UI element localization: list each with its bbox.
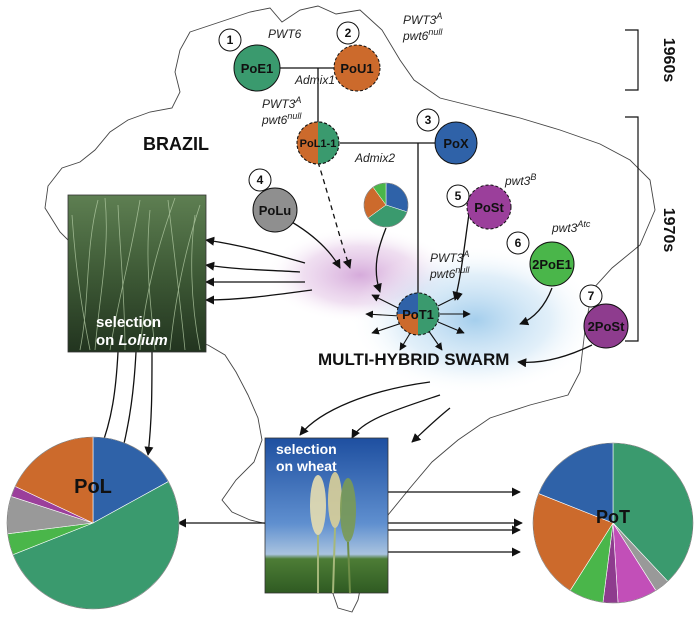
node-pot1-orange-part (397, 314, 418, 335)
node-polu-circle (252, 187, 298, 233)
lolium-caption-line1: selection (96, 314, 161, 331)
blue-swarm-cloud (350, 245, 600, 395)
pot-label: PoT (596, 507, 630, 527)
lineage-lines (98, 67, 593, 557)
node-poe1-genes: PWT6 (268, 27, 302, 41)
pol-pie-outline (6, 436, 180, 610)
pot-pie (532, 442, 694, 604)
node-2post-number-circle (579, 284, 603, 308)
node-pou1-gene-b: pwt6null (402, 27, 443, 43)
node-pol1-1-label: PoL1-1 (300, 138, 337, 150)
node-2poe1-number: 6 (515, 236, 522, 250)
pol-pie (6, 436, 180, 610)
node-poe1-label: PoE1 (241, 61, 274, 76)
pol-label: PoL (74, 476, 112, 498)
node-post-number-circle (446, 184, 470, 208)
wheat-caption-line1: selection (276, 441, 337, 457)
grass-blades (71, 197, 201, 351)
node-pou1-circle (333, 44, 381, 92)
label-1970s: 1970s (660, 208, 677, 253)
node-admix2-pie (363, 182, 409, 228)
node-2poe1-circle (529, 241, 575, 287)
node-2poe1-number-circle (506, 231, 530, 255)
node-poe1-circle (233, 44, 281, 92)
label-1960s: 1960s (660, 38, 677, 83)
node-2post-number: 7 (588, 289, 595, 303)
node-pot1-gene-b: pwt6null (429, 265, 470, 281)
node-post-label: PoSt (474, 200, 504, 215)
node-post-circle (466, 184, 512, 230)
admix1-label: Admix1 (294, 73, 335, 87)
node-pol1-1-outline (296, 121, 340, 165)
node-pot1-outline (396, 292, 440, 336)
node-2poe1-label: 2PoE1 (532, 257, 572, 272)
node-post-number: 5 (455, 189, 462, 203)
node-pol1-1: PoL1-1 PWT3A pwt6null (261, 95, 340, 165)
node-2post-label: 2PoSt (588, 319, 626, 334)
node-pou1-number-circle (336, 21, 360, 45)
admix2-label: Admix2 (354, 151, 395, 165)
admix2-pie-outline (363, 182, 409, 228)
node-2poe1: 2PoE1 6 pwt3Atc (506, 219, 591, 287)
node-polu: PoLu 4 (248, 168, 298, 233)
wheat-caption-line2: on wheat (276, 458, 337, 474)
node-pox-number: 3 (425, 113, 432, 127)
node-post-gene: pwt3B (504, 172, 536, 188)
bracket-1970s (625, 116, 639, 342)
node-poe1-number: 1 (227, 33, 234, 47)
pot-pie-outline (532, 442, 694, 604)
node-pol1-1-gene-a: PWT3A (262, 95, 301, 111)
node-pox-circle (434, 121, 478, 165)
node-pox-label: PoX (443, 136, 469, 151)
lolium-photo: selection on Lolium (67, 194, 207, 353)
node-pox-number-circle (416, 108, 440, 132)
node-pot1-label: PoT1 (402, 307, 434, 322)
node-pol1-1-orange-half (297, 122, 318, 164)
country-label: BRAZIL (143, 134, 209, 154)
node-pot1-blue-part (397, 293, 418, 314)
wheat-photo: selection on wheat (264, 437, 389, 594)
node-polu-number: 4 (257, 173, 264, 187)
node-2post-circle (583, 303, 629, 349)
node-pox: PoX 3 (416, 108, 478, 165)
node-poe1-number-circle (218, 28, 242, 52)
node-2poe1-gene: pwt3Atc (551, 219, 591, 235)
node-pou1: PoU1 2 PWT3A pwt6null (333, 11, 443, 92)
node-poe1: PoE1 1 PWT6 (218, 27, 302, 92)
node-pou1-gene-a: PWT3A (403, 11, 442, 27)
node-pou1-label: PoU1 (340, 61, 373, 76)
node-2post: 2PoSt 7 (579, 284, 629, 349)
bracket-1960s (625, 29, 639, 91)
node-pot1: PoT1 PWT3A pwt6null (396, 249, 470, 336)
swarm-label: MULTI-HYBRID SWARM (318, 350, 509, 369)
lolium-caption-line2: on Lolium (96, 332, 168, 349)
node-pou1-number: 2 (345, 26, 352, 40)
node-post: PoSt 5 pwt3B (446, 172, 536, 230)
wheat-ears (310, 472, 356, 594)
node-polu-label: PoLu (259, 203, 292, 218)
node-pot1-gene-a: PWT3A (430, 249, 469, 265)
node-polu-number-circle (248, 168, 272, 192)
node-pol1-1-gene-b: pwt6null (261, 111, 302, 127)
pot1-spread-arrows (365, 293, 471, 351)
